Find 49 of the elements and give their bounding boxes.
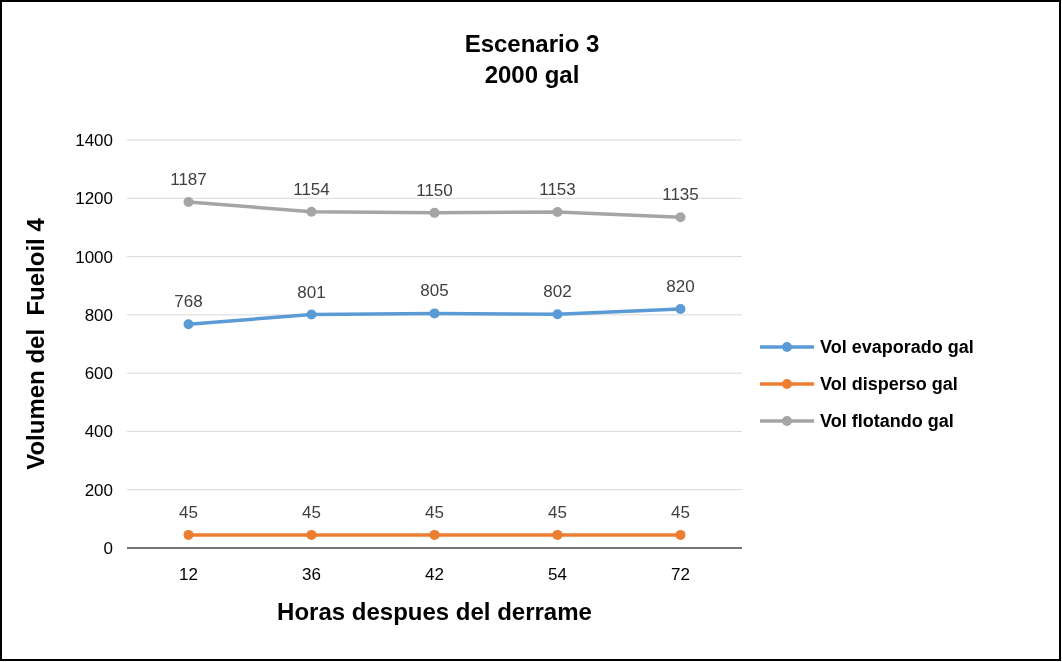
point: [306, 529, 317, 540]
point: [429, 207, 440, 218]
data-label: 768: [174, 292, 203, 312]
data-label: 45: [179, 502, 198, 522]
y-tick-label: 1400: [75, 130, 113, 150]
point: [552, 206, 563, 217]
y-tick-label: 1200: [75, 189, 113, 209]
y-tick-label: 1000: [75, 247, 113, 267]
x-tick-label: 36: [302, 565, 321, 584]
y-tick-label: 600: [84, 364, 113, 384]
y-tick-label: 0: [103, 538, 113, 558]
x-tick-label: 12: [179, 565, 198, 584]
x-axis-title: Horas despues del derrame: [277, 598, 592, 625]
y-tick-label: 200: [84, 480, 113, 500]
data-label: 1153: [539, 179, 576, 199]
point: [552, 529, 563, 540]
chart-title: Escenario 3 2000 gal: [464, 30, 600, 88]
point: [306, 206, 317, 217]
data-label: 1150: [416, 180, 453, 200]
data-label: 1154: [293, 179, 330, 199]
point: [429, 529, 440, 540]
legend-label: Vol evaporado gal: [820, 337, 974, 358]
point: [183, 529, 194, 540]
data-label: 801: [297, 282, 326, 302]
y-tick-label: 800: [84, 305, 113, 325]
point: [675, 304, 686, 315]
legend-label: Vol flotando gal: [820, 411, 954, 432]
data-label: 820: [666, 277, 695, 297]
data-label: 45: [671, 502, 690, 522]
data-label: 802: [543, 282, 572, 302]
x-tick-label: 54: [548, 565, 567, 584]
data-label: 805: [420, 281, 449, 301]
y-tick-label: 400: [84, 422, 113, 442]
data-label: 1187: [170, 170, 207, 190]
point: [675, 212, 686, 223]
legend-label: Vol disperso gal: [820, 374, 958, 395]
data-label: 45: [425, 502, 444, 522]
data-label: 45: [302, 502, 321, 522]
point: [183, 197, 194, 208]
x-tick-label: 72: [671, 565, 690, 584]
point: [306, 309, 317, 320]
y-axis-title: Volumen del Fueloil 4: [22, 217, 49, 470]
data-label: 1135: [662, 185, 699, 205]
x-tick-label: 42: [425, 565, 444, 584]
point: [429, 308, 440, 319]
point: [675, 529, 686, 540]
point: [552, 309, 563, 320]
point: [183, 319, 194, 330]
data-label: 45: [548, 502, 567, 522]
